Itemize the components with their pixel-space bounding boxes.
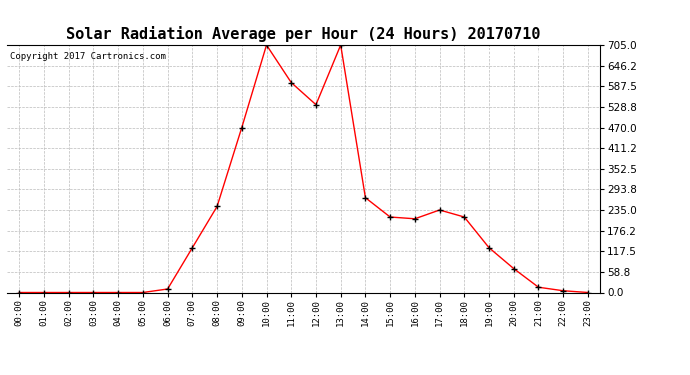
Title: Solar Radiation Average per Hour (24 Hours) 20170710: Solar Radiation Average per Hour (24 Hou…	[66, 27, 541, 42]
Text: Copyright 2017 Cartronics.com: Copyright 2017 Cartronics.com	[10, 53, 166, 62]
